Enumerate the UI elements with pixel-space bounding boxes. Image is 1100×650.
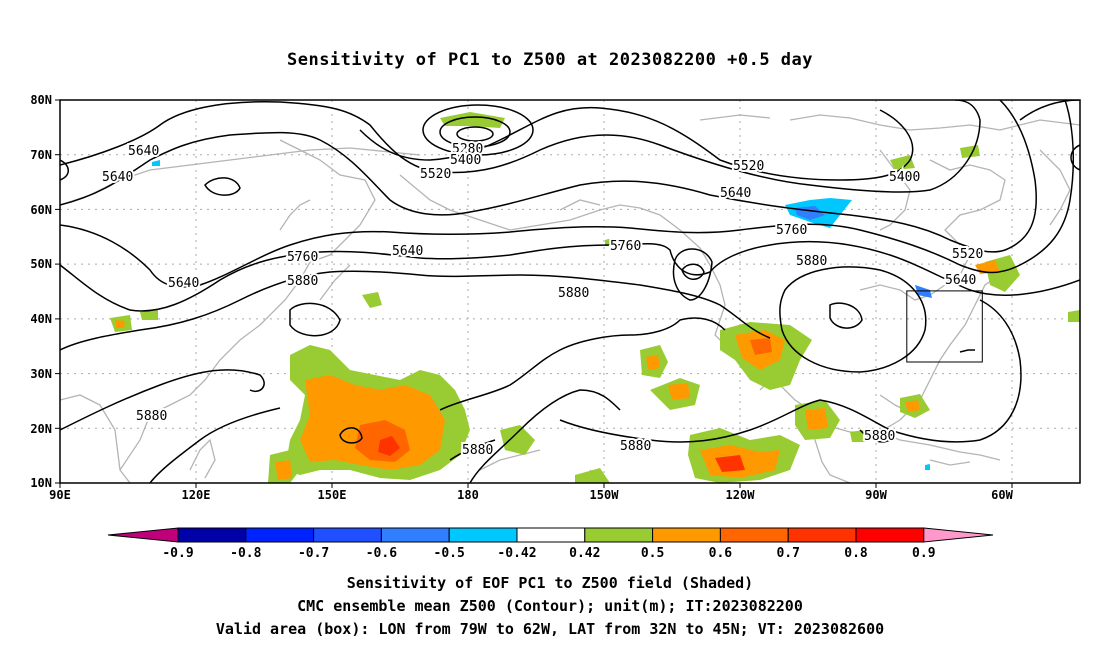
colorbar-label: -0.8 xyxy=(230,546,261,561)
axis-ticks xyxy=(55,99,1013,488)
lon-label: 120W xyxy=(726,488,756,502)
lat-label: 30N xyxy=(30,367,52,381)
map-title: Sensitivity of PC1 to Z500 at 2023082200… xyxy=(286,50,813,70)
colorbar-label: 0.8 xyxy=(844,546,868,561)
graticule xyxy=(60,100,1080,483)
longitude-labels: 90E 120E 150E 180 150W 120W 90W 60W xyxy=(49,488,1013,502)
contour-label: 5640 xyxy=(945,273,976,288)
colorbar: -0.9 -0.8 -0.7 -0.6 -0.5 -0.42 0.42 0.5 … xyxy=(107,527,994,561)
contour-label: 5880 xyxy=(620,439,651,454)
colorbar-seg xyxy=(719,527,789,543)
colorbar-seg xyxy=(923,527,994,543)
contour-label: 5760 xyxy=(776,223,807,238)
contour-label: 5280 xyxy=(452,142,483,157)
lat-label: 50N xyxy=(30,257,52,271)
colorbar-label: -0.7 xyxy=(298,546,329,561)
latitude-labels: 80N 70N 60N 50N 40N 30N 20N 10N xyxy=(30,93,52,490)
footer-line-2: CMC ensemble mean Z500 (Contour); unit(m… xyxy=(297,597,803,615)
contour-label: 5640 xyxy=(128,144,159,159)
contour-label: 5760 xyxy=(287,250,318,265)
footer-line-1: Sensitivity of EOF PC1 to Z500 field (Sh… xyxy=(346,574,754,592)
colorbar-label: 0.5 xyxy=(641,546,664,561)
colorbar-label: 0.6 xyxy=(709,546,733,561)
contour-label: 5760 xyxy=(610,239,641,254)
contour-label: 5880 xyxy=(796,254,827,269)
colorbar-seg xyxy=(245,527,315,543)
contour-label: 5880 xyxy=(136,409,167,424)
z500-contours xyxy=(60,100,1080,483)
valid-area-box xyxy=(906,290,983,363)
contour-label: 5400 xyxy=(889,170,920,185)
lon-label: 90E xyxy=(49,488,71,502)
lat-label: 80N xyxy=(30,93,52,107)
colorbar-seg xyxy=(652,527,721,543)
colorbar-seg xyxy=(107,527,179,543)
lat-label: 20N xyxy=(30,422,52,436)
map-frame xyxy=(59,99,1081,484)
colorbar-label: 0.7 xyxy=(776,546,799,561)
lat-label: 40N xyxy=(30,312,52,326)
contour-label: 5880 xyxy=(462,443,493,458)
lon-label: 90W xyxy=(865,488,887,502)
lon-label: 150W xyxy=(590,488,620,502)
colorbar-seg xyxy=(177,527,247,543)
colorbar-seg xyxy=(855,527,925,543)
box-coastline xyxy=(959,349,975,353)
colorbar-seg xyxy=(380,527,450,543)
colorbar-seg xyxy=(584,527,654,543)
colorbar-seg xyxy=(516,527,586,543)
contour-label: 5400 xyxy=(450,153,481,168)
shade-positive xyxy=(110,112,1080,483)
contour-label: 5640 xyxy=(102,170,133,185)
colorbar-label: -0.42 xyxy=(497,546,536,561)
contour-label: 5880 xyxy=(558,286,589,301)
contour-label: 5520 xyxy=(420,167,451,182)
contour-label: 5640 xyxy=(720,186,751,201)
contour-label: 5880 xyxy=(287,274,318,289)
colorbar-label: -0.9 xyxy=(162,546,193,561)
lat-label: 70N xyxy=(30,148,52,162)
contour-label: 5640 xyxy=(392,244,423,259)
colorbar-seg xyxy=(313,527,382,543)
lat-label: 60N xyxy=(30,203,52,217)
colorbar-label: 0.9 xyxy=(912,546,935,561)
colorbar-label: -0.6 xyxy=(366,546,397,561)
lon-label: 180 xyxy=(457,488,479,502)
colorbar-seg xyxy=(787,527,857,543)
contour-label: 5520 xyxy=(733,159,764,174)
lon-label: 150E xyxy=(318,488,347,502)
contour-labels: 5640 5640 5640 5640 5280 5400 5520 5520 … xyxy=(100,140,985,460)
shade-negative xyxy=(152,160,932,470)
lon-label: 60W xyxy=(991,488,1013,502)
colorbar-label: 0.42 xyxy=(569,546,600,561)
map-layers: 5640 5640 5640 5640 5280 5400 5520 5520 … xyxy=(60,100,1080,483)
contour-label: 5520 xyxy=(952,247,983,262)
sensitivity-shading xyxy=(110,112,1080,483)
lat-label: 10N xyxy=(30,476,52,490)
colorbar-label: -0.5 xyxy=(434,546,465,561)
contour-label: 5640 xyxy=(168,276,199,291)
footer-line-3: Valid area (box): LON from 79W to 62W, L… xyxy=(215,620,885,638)
colorbar-seg xyxy=(448,527,518,543)
lon-label: 120E xyxy=(182,488,211,502)
contour-label: 5880 xyxy=(864,429,895,444)
